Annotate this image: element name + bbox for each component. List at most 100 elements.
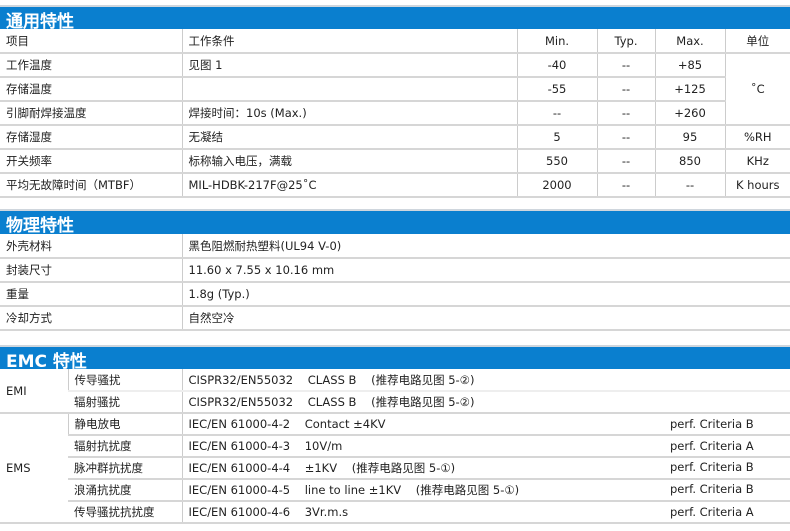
cell-typ: -- bbox=[596, 101, 655, 126]
cell-spec: perf. Criteria B IEC/EN 61000-4-5 line to… bbox=[181, 479, 790, 502]
emi-label: EMI bbox=[0, 369, 68, 414]
header-typ: Typ. bbox=[596, 29, 655, 54]
cell-min: 5 bbox=[516, 125, 597, 150]
cell-item: 静电放电 bbox=[67, 413, 182, 436]
table-row: 工作温度 见图 1 -40 -- +85 ˚C bbox=[0, 53, 790, 126]
criteria: perf. Criteria B bbox=[670, 460, 754, 474]
cell-max: 850 bbox=[654, 149, 725, 174]
header-item: 项目 bbox=[0, 29, 182, 54]
criteria: perf. Criteria A bbox=[670, 505, 754, 519]
cell-item: 辐射抗扰度 bbox=[68, 435, 182, 458]
cell-typ: -- bbox=[596, 77, 655, 102]
criteria: perf. Criteria B bbox=[670, 417, 754, 431]
cell-value: 1.8g (Typ.) bbox=[181, 282, 790, 307]
note: (推荐电路见图 5-①) bbox=[351, 461, 456, 475]
cell-unit: K hours bbox=[724, 173, 790, 198]
cell-value: 黑色阻燃耐热塑料(UL94 V-0) bbox=[181, 234, 790, 259]
table-row: EMI 传导骚扰 CISPR32/EN55032 CLASS B (推荐电路见图… bbox=[0, 369, 790, 414]
cell-spec: perf. Criteria A IEC/EN 61000-4-6 3Vr.m.s bbox=[181, 501, 790, 524]
cell-max: +260 bbox=[654, 101, 725, 126]
cell-item: 存储湿度 bbox=[0, 125, 182, 150]
spec: line to line ±1KV bbox=[304, 483, 402, 497]
table-row: 外壳材料 黑色阻燃耐热塑料(UL94 V-0) bbox=[0, 234, 790, 259]
cell-typ: -- bbox=[596, 53, 655, 78]
cell-min: -40 bbox=[516, 53, 597, 78]
cell-max: +85 bbox=[654, 53, 725, 78]
cell-min: 2000 bbox=[516, 173, 597, 198]
cell-typ: -- bbox=[596, 125, 655, 150]
spec: CLASS B bbox=[307, 395, 357, 409]
table-row: 辐射骚扰 CISPR32/EN55032 CLASS B (推荐电路见图 5-②… bbox=[0, 391, 790, 414]
cell-min: -55 bbox=[516, 77, 597, 102]
table-row: 冷却方式 自然空冷 bbox=[0, 306, 790, 331]
cell-item: 开关频率 bbox=[0, 149, 182, 174]
spec: ±1KV bbox=[304, 461, 338, 475]
cell-min: 550 bbox=[516, 149, 597, 174]
cell-max: -- bbox=[654, 173, 725, 198]
note: (推荐电路见图 5-②) bbox=[371, 372, 475, 387]
cell-item: 外壳材料 bbox=[0, 234, 182, 259]
emc-section-title: EMC 特性 bbox=[0, 345, 790, 372]
criteria: perf. Criteria B bbox=[670, 482, 754, 496]
table-row: 存储温度 -55 -- +125 bbox=[0, 77, 790, 102]
cell-unit: %RH bbox=[724, 125, 790, 150]
std: IEC/EN 61000-4-6 bbox=[188, 505, 291, 519]
std: IEC/EN 61000-4-5 bbox=[188, 483, 291, 497]
std: CISPR32/EN55032 bbox=[188, 395, 294, 409]
cell-spec: perf. Criteria B IEC/EN 61000-4-2 Contact… bbox=[181, 413, 790, 436]
cell-spec: perf. Criteria A IEC/EN 61000-4-3 10V/m bbox=[181, 435, 790, 458]
spec: 3Vr.m.s bbox=[304, 505, 349, 519]
cell-typ: -- bbox=[596, 173, 655, 198]
std: IEC/EN 61000-4-2 bbox=[188, 417, 291, 431]
cell-item: 封装尺寸 bbox=[0, 258, 182, 283]
cell-typ: -- bbox=[596, 149, 655, 174]
cell-item: 脉冲群抗扰度 bbox=[68, 457, 182, 480]
cell-item: 冷却方式 bbox=[0, 306, 182, 331]
cell-cond: MIL-HDBK-217F@25˚C bbox=[181, 173, 517, 198]
cell-max: 95 bbox=[654, 125, 725, 150]
cell-unit-temp: ˚C bbox=[724, 53, 790, 126]
table-row: 传导骚扰抗扰度 perf. Criteria A IEC/EN 61000-4-6… bbox=[0, 501, 790, 524]
table-row: 存储湿度 无凝结 5 -- 95 %RH bbox=[0, 125, 790, 150]
general-table: 项目 工作条件 Min. Typ. Max. 单位 工作温度 见图 1 -40 -- +… bbox=[0, 29, 790, 198]
table-row: EMS 静电放电 perf. Criteria B IEC/EN 61000-4-… bbox=[0, 413, 790, 524]
header-max: Max. bbox=[654, 29, 725, 54]
cell-item: 传导骚扰抗扰度 bbox=[68, 501, 182, 524]
cell-cond: 标称输入电压，满载 bbox=[181, 149, 517, 174]
emc-table: EMI 传导骚扰 CISPR32/EN55032 CLASS B (推荐电路见图… bbox=[0, 369, 790, 524]
table-row: 浪涌抗扰度 perf. Criteria B IEC/EN 61000-4-5 l… bbox=[0, 479, 790, 502]
cell-item: 重量 bbox=[0, 282, 182, 307]
cell-spec: CISPR32/EN55032 CLASS B (推荐电路见图 5-②) bbox=[181, 391, 790, 414]
std: IEC/EN 61000-4-4 bbox=[188, 461, 291, 475]
spec: CLASS B bbox=[307, 372, 357, 387]
cell-item: 传导骚扰 bbox=[67, 369, 182, 392]
cell-item: 工作温度 bbox=[0, 53, 182, 78]
cell-item: 存储温度 bbox=[0, 77, 182, 102]
table-row: 平均无故障时间（MTBF） MIL-HDBK-217F@25˚C 2000 -- -- K… bbox=[0, 173, 790, 198]
cell-cond: 焊接时间：10s (Max.) bbox=[181, 101, 517, 126]
cell-item: 辐射骚扰 bbox=[68, 391, 182, 414]
note: (推荐电路见图 5-①) bbox=[415, 483, 520, 497]
cell-value: 11.60 x 7.55 x 10.16 mm bbox=[181, 258, 790, 283]
spec: Contact ±4KV bbox=[304, 417, 386, 431]
spec: 10V/m bbox=[304, 439, 343, 453]
table-header-row: 项目 工作条件 Min. Typ. Max. 单位 bbox=[0, 29, 790, 54]
cell-cond bbox=[181, 77, 517, 102]
table-row: 辐射抗扰度 perf. Criteria A IEC/EN 61000-4-3 1… bbox=[0, 435, 790, 458]
std: CISPR32/EN55032 bbox=[188, 372, 294, 387]
std: IEC/EN 61000-4-3 bbox=[188, 439, 291, 453]
cell-max: +125 bbox=[654, 77, 725, 102]
cell-item: 浪涌抗扰度 bbox=[68, 479, 182, 502]
cell-item: 平均无故障时间（MTBF） bbox=[0, 173, 182, 198]
general-section-title: 通用特性 bbox=[0, 5, 790, 32]
header-min: Min. bbox=[516, 29, 597, 54]
header-condition: 工作条件 bbox=[181, 29, 517, 54]
ems-label: EMS bbox=[0, 413, 68, 524]
cell-value: 自然空冷 bbox=[181, 306, 790, 331]
cell-unit: KHz bbox=[724, 149, 790, 174]
note: (推荐电路见图 5-②) bbox=[371, 395, 475, 409]
cell-spec: CISPR32/EN55032 CLASS B (推荐电路见图 5-②) bbox=[181, 369, 790, 392]
cell-item: 引脚耐焊接温度 bbox=[0, 101, 182, 126]
table-row: 引脚耐焊接温度 焊接时间：10s (Max.) -- -- +260 bbox=[0, 101, 790, 126]
table-row: 封装尺寸 11.60 x 7.55 x 10.16 mm bbox=[0, 258, 790, 283]
